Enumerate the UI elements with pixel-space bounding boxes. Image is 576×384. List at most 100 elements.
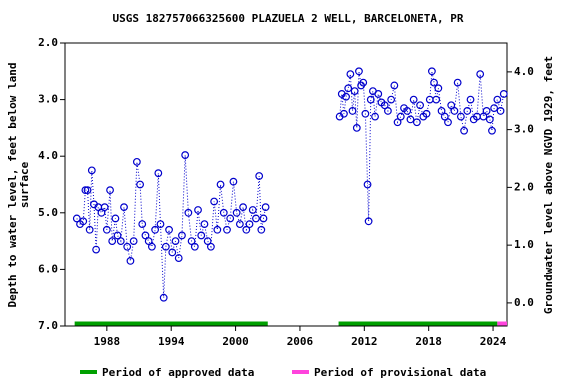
- data-point: [207, 242, 215, 251]
- data-point: [255, 172, 264, 180]
- data-point: [154, 169, 163, 178]
- y2-tick-label: 0.0: [514, 296, 534, 309]
- data-point: [178, 231, 186, 240]
- data-point: [113, 231, 122, 240]
- y-tick-label: 5.0: [38, 206, 58, 219]
- data-point: [456, 112, 465, 121]
- data-point: [141, 231, 150, 240]
- data-point: [371, 112, 379, 121]
- data-point: [437, 107, 446, 115]
- y-axis-label: Depth to water level, feet below land: [6, 62, 19, 307]
- x-tick-label: 2006: [287, 335, 314, 348]
- data-point: [252, 214, 260, 223]
- data-point: [223, 225, 231, 234]
- data-point: [213, 225, 222, 234]
- data-point: [380, 101, 389, 110]
- data-point: [493, 95, 502, 104]
- data-point: [129, 237, 138, 246]
- data-point: [210, 197, 219, 206]
- y2-tick-label: 1.0: [514, 238, 534, 251]
- data-point: [156, 220, 165, 229]
- data-point: [259, 214, 268, 223]
- data-point: [387, 95, 396, 104]
- data-point: [340, 109, 348, 118]
- data-point: [226, 214, 235, 223]
- data-point: [261, 203, 270, 212]
- x-tick-label: 2018: [415, 335, 442, 348]
- data-point: [348, 107, 357, 115]
- data-point: [374, 90, 383, 98]
- data-point: [92, 245, 101, 254]
- data-point: [138, 220, 147, 229]
- data-point: [126, 257, 135, 265]
- series-line: [76, 71, 505, 298]
- data-point: [229, 177, 238, 186]
- data-point: [120, 203, 128, 212]
- period-bar: [74, 321, 268, 326]
- data-point: [87, 166, 96, 175]
- data-point: [116, 237, 125, 246]
- data-point: [403, 107, 412, 115]
- data-point: [428, 67, 436, 76]
- data-point: [432, 95, 441, 104]
- data-point: [499, 90, 508, 98]
- data-point: [216, 180, 225, 189]
- data-point: [496, 107, 505, 115]
- data-point: [97, 208, 106, 217]
- x-tick-label: 1994: [158, 335, 185, 348]
- data-point: [181, 151, 190, 159]
- y2-tick-label: 2.0: [514, 180, 534, 193]
- data-point: [366, 95, 375, 104]
- data-point: [447, 101, 456, 110]
- data-point: [165, 225, 173, 234]
- legend-label: Period of approved data: [102, 366, 254, 379]
- data-point: [416, 101, 425, 110]
- period-bar: [338, 321, 498, 326]
- period-bar: [497, 321, 507, 326]
- data-point: [363, 180, 372, 189]
- data-point: [136, 180, 144, 189]
- y-axis-label: surface: [18, 161, 31, 208]
- data-point: [190, 242, 199, 251]
- data-point: [390, 81, 399, 90]
- data-point: [81, 186, 90, 195]
- data-point: [171, 237, 180, 246]
- data-point: [463, 107, 472, 115]
- y-tick-label: 2.0: [38, 36, 58, 49]
- data-point: [460, 126, 468, 135]
- data-point: [187, 237, 196, 246]
- data-point: [168, 248, 177, 257]
- data-point: [194, 206, 202, 214]
- data-point: [412, 118, 421, 127]
- data-point: [132, 157, 141, 166]
- x-tick-label: 2024: [480, 335, 507, 348]
- data-point: [108, 237, 117, 246]
- data-point: [111, 214, 120, 223]
- data-point: [83, 186, 92, 195]
- data-point: [466, 95, 475, 104]
- data-point: [361, 109, 370, 118]
- data-point: [200, 220, 209, 229]
- data-point: [409, 95, 418, 104]
- data-point: [350, 87, 359, 96]
- data-point: [346, 70, 355, 79]
- data-point: [344, 84, 353, 93]
- chart-title: USGS 182757066325600 PLAZUELA 2 WELL, BA…: [113, 12, 464, 25]
- data-point: [355, 67, 363, 76]
- data-point: [232, 208, 241, 217]
- data-point: [352, 123, 361, 132]
- data-point: [72, 214, 81, 223]
- data-point: [384, 107, 392, 115]
- x-tick-label: 2000: [222, 335, 249, 348]
- data-point: [159, 293, 168, 302]
- y-tick-label: 6.0: [38, 262, 58, 275]
- data-point: [485, 115, 494, 124]
- data-point: [406, 115, 415, 124]
- data-point: [359, 78, 368, 87]
- data-point: [242, 225, 251, 234]
- data-point: [161, 242, 170, 251]
- x-tick-label: 2012: [351, 335, 378, 348]
- y2-tick-label: 3.0: [514, 123, 534, 136]
- data-point: [184, 208, 193, 217]
